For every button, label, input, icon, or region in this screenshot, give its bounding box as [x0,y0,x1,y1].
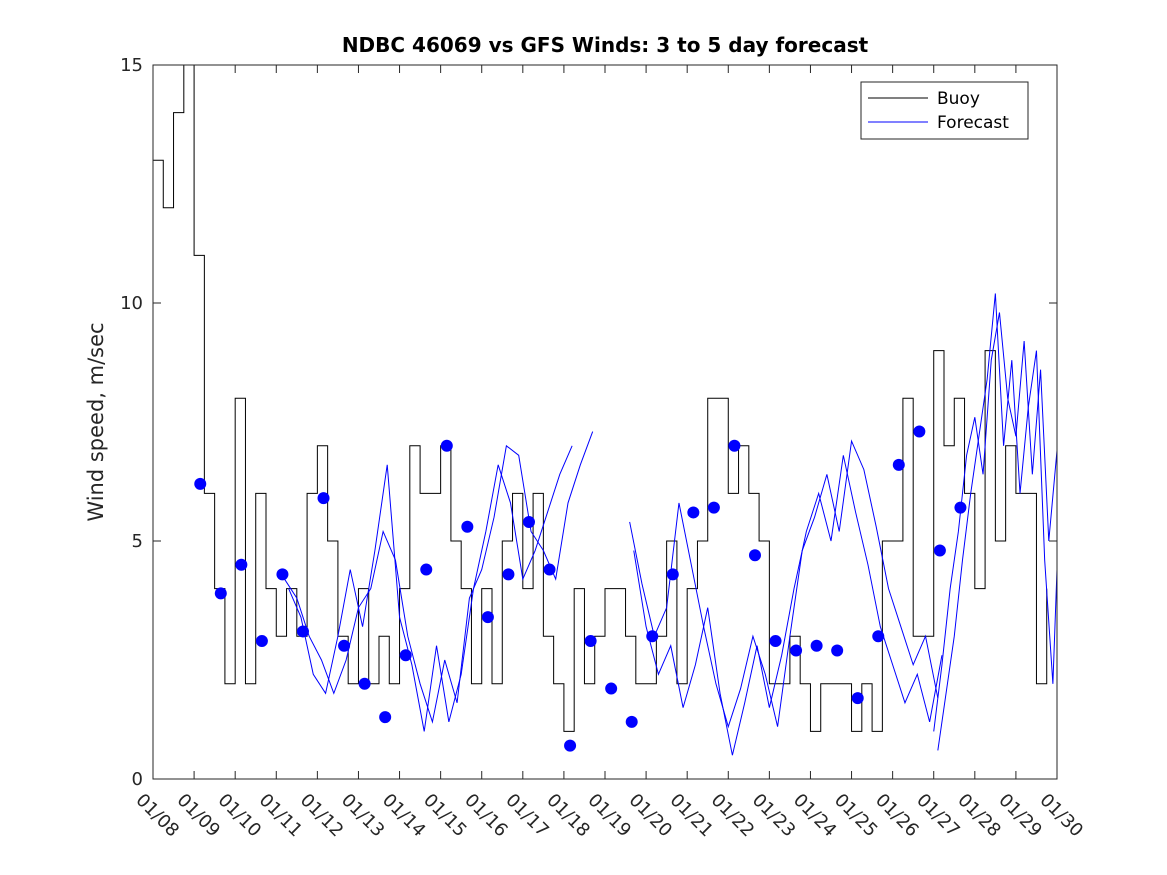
forecast-point [851,692,864,705]
buoy-line [153,64,1048,732]
y-tick-label: 0 [132,769,143,790]
forecast-point [379,711,392,724]
x-tick-label: 01/13 [337,790,389,842]
x-tick-label: 01/29 [994,790,1046,842]
forecast-point [399,649,412,662]
forecast-point [584,634,597,647]
forecast-point [338,639,351,652]
x-tick-label: 01/18 [542,790,594,842]
x-tick-label: 01/17 [501,790,553,842]
forecast-point [522,515,535,528]
plot-area [153,65,1057,779]
x-tick-label: 01/25 [830,790,882,842]
x-tick-label: 01/19 [583,790,635,842]
forecast-line [933,312,1058,732]
forecast-point [748,549,761,562]
x-tick-label: 01/24 [789,790,841,842]
forecast-point [892,458,905,471]
forecast-point [358,677,371,690]
forecast-point [276,568,289,581]
forecast-point [687,506,700,519]
forecast-point [235,558,248,571]
buoy-series [153,64,1048,732]
forecast-point [728,439,741,452]
y-axis-ticks: 0 5 10 15 [120,55,1057,790]
forecast-point [646,630,659,643]
forecast-point [214,587,227,600]
forecast-point [954,501,967,514]
chart-title: NDBC 46069 vs GFS Winds: 3 to 5 day fore… [342,33,869,57]
x-tick-label: 01/30 [1035,790,1087,842]
y-tick-label: 10 [120,293,143,314]
forecast-point [502,568,515,581]
forecast-point [625,715,638,728]
forecast-line [284,431,594,724]
forecast-line [937,293,1058,751]
forecast-line [288,445,573,732]
forecast-markers [194,425,967,752]
forecast-point [810,639,823,652]
x-tick-label: 01/14 [378,790,430,842]
forecast-point [440,439,453,452]
forecast-series [284,293,1058,756]
x-tick-label: 01/08 [131,790,183,842]
x-tick-label: 01/28 [953,790,1005,842]
forecast-point [194,477,207,490]
x-tick-label: 01/20 [625,790,677,842]
x-tick-label: 01/09 [173,790,225,842]
forecast-point [296,625,309,638]
x-tick-label: 01/10 [214,790,266,842]
forecast-line [633,455,943,756]
x-tick-label: 01/16 [460,790,512,842]
x-tick-label: 01/11 [255,790,307,842]
x-tick-label: 01/12 [296,790,348,842]
forecast-point [707,501,720,514]
forecast-point [481,611,494,624]
forecast-point [831,644,844,657]
x-tick-label: 01/22 [707,790,759,842]
forecast-line [629,439,939,729]
x-tick-label: 01/26 [871,790,923,842]
x-tick-label: 01/15 [419,790,471,842]
forecast-point [420,563,433,576]
legend: Buoy Forecast [860,81,1029,140]
forecast-point [769,634,782,647]
legend-forecast-label: Forecast [937,113,1009,133]
legend-box [860,81,1029,140]
x-tick-label: 01/27 [912,790,964,842]
forecast-point [543,563,556,576]
forecast-point [564,739,577,752]
x-tick-label: 01/23 [748,790,800,842]
forecast-point [913,425,926,438]
forecast-point [605,682,618,695]
forecast-point [790,644,803,657]
x-tick-label: 01/21 [666,790,718,842]
forecast-point [255,634,268,647]
y-tick-label: 15 [120,55,143,76]
forecast-point [461,520,474,533]
forecast-point [666,568,679,581]
y-axis-label: Wind speed, m/sec [84,322,108,521]
forecast-point [317,492,330,505]
forecast-point [872,630,885,643]
y-tick-label: 5 [132,531,143,552]
forecast-point [933,544,946,557]
legend-buoy-label: Buoy [937,89,980,109]
